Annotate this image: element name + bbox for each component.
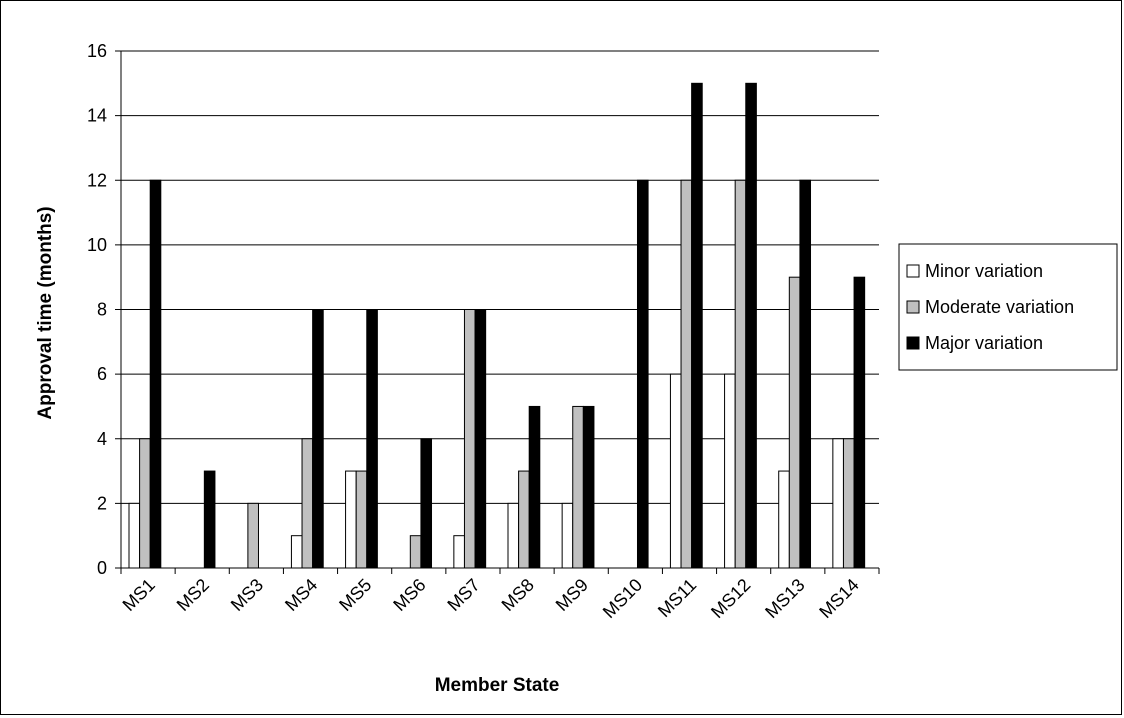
x-tick-labels: MS1 MS2 MS3 MS4 MS5 MS6 MS7 MS8 MS9 MS10 MS11 MS12 M… [119, 575, 863, 622]
y-tick-label: 2 [97, 493, 107, 513]
bar-ms3-moderate-variation [247, 502, 259, 569]
y-tick-label: 6 [97, 364, 107, 384]
bar-ms12-major-variation [745, 82, 757, 569]
bar-ms8-major-variation [528, 405, 541, 569]
bar-ms10-major-variation [636, 179, 649, 569]
bar-ms4-minor-variation [290, 535, 303, 569]
y-tick-label: 10 [87, 235, 107, 255]
bar-ms6-major-variation [420, 438, 433, 569]
bar-ms9-minor-variation [561, 502, 574, 569]
bar-ms1-major-variation [149, 179, 162, 569]
y-tick-label: 12 [87, 170, 107, 190]
bar-ms5-moderate-variation [355, 470, 368, 569]
x-tick-label: MS3 [227, 575, 267, 615]
bar-ms8-minor-variation [507, 502, 520, 569]
x-tick-label: MS5 [335, 575, 375, 615]
x-tick-label: MS7 [443, 575, 483, 615]
bar-ms2-major-variation [203, 470, 216, 569]
y-tick-label: 14 [87, 106, 107, 126]
bar-ms4-major-variation [312, 309, 324, 569]
x-tick-label: MS8 [498, 575, 538, 615]
y-tick-label: 0 [97, 558, 107, 578]
y-tick-label: 8 [97, 300, 107, 320]
bar-ms1-moderate-variation [139, 438, 151, 569]
bar-ms14-major-variation [853, 276, 866, 569]
bar-ms7-minor-variation [453, 535, 465, 569]
x-tick-label: MS1 [119, 575, 159, 615]
x-tick-label: MS10 [599, 575, 646, 622]
y-tick-label: 4 [97, 429, 107, 449]
x-tick-label: MS12 [707, 575, 754, 622]
bar-ms1-minor-variation [128, 502, 141, 569]
x-tick-label: MS2 [173, 575, 213, 615]
bar-ms11-moderate-variation [680, 179, 693, 569]
legend-box [898, 243, 1118, 371]
bar-ms9-moderate-variation [572, 405, 584, 569]
bar-ms5-major-variation [366, 309, 378, 569]
bar-ms14-moderate-variation [842, 438, 855, 569]
bar-ms11-minor-variation [669, 373, 682, 569]
gridlines [121, 50, 879, 504]
bar-ms13-moderate-variation [788, 276, 801, 569]
x-tick-label: MS4 [281, 575, 321, 615]
y-tick-label: 16 [87, 41, 107, 61]
legend-swatch [906, 300, 920, 314]
y-tick-labels: 0 2 4 6 8 10 12 14 16 [87, 41, 107, 578]
legend-label: Moderate variation [925, 297, 1074, 317]
legend-swatch [906, 264, 920, 278]
x-tick-label: MS11 [654, 575, 700, 621]
bar-ms7-major-variation [474, 309, 487, 569]
x-tick-label: MS13 [761, 575, 808, 622]
bar-ms12-moderate-variation [734, 179, 747, 569]
legend-label: Minor variation [925, 261, 1043, 281]
legend-label: Major variation [925, 333, 1043, 353]
bar-ms11-major-variation [691, 82, 703, 569]
bar-ms14-minor-variation [832, 438, 844, 569]
bar-ms13-minor-variation [778, 470, 790, 569]
bars [128, 82, 866, 569]
legend-swatch [906, 336, 920, 350]
x-tick-label: MS6 [389, 575, 429, 615]
x-axis-title: Member State [435, 675, 560, 696]
bar-ms8-moderate-variation [518, 470, 530, 569]
axes [115, 50, 880, 574]
bar-ms9-major-variation [582, 405, 595, 569]
x-tick-label: MS9 [552, 575, 592, 615]
y-axis-title: Approval time (months) [35, 206, 56, 419]
bar-ms7-moderate-variation [463, 309, 476, 569]
bar-ms12-minor-variation [724, 373, 736, 569]
bar-ms13-major-variation [799, 179, 812, 569]
x-tick-label: MS14 [815, 575, 862, 622]
bar-ms6-moderate-variation [409, 535, 422, 569]
bar-ms5-minor-variation [345, 470, 357, 569]
bar-ms4-moderate-variation [301, 438, 314, 569]
legend: Minor variation Moderate variation Major v… [898, 243, 1118, 371]
